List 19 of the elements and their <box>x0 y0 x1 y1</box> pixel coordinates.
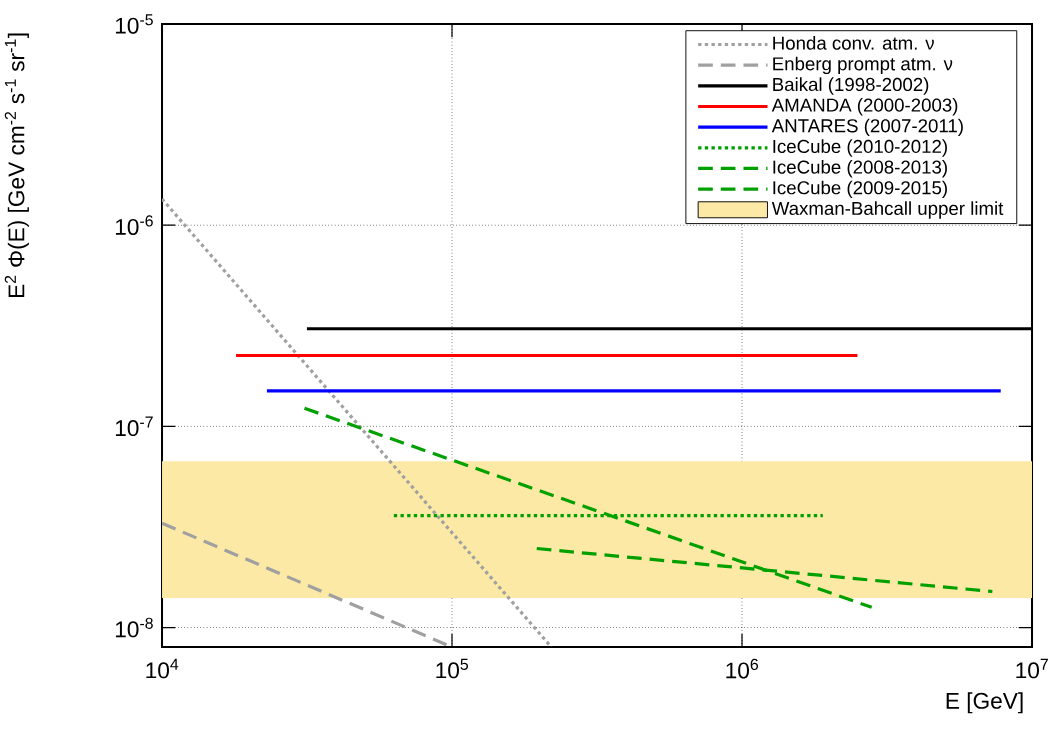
x-tick-label: 10$^{6}$ <box>726 658 759 679</box>
x-tick-label: 10$^{7}$ <box>1016 658 1048 679</box>
x-tick-label: 10$^{4}$ <box>146 658 179 679</box>
y-tick-label: 10$^{-8}$ <box>115 617 153 638</box>
x-tick-label: 10$^{5}$ <box>436 658 469 679</box>
text: E$^{2}$ Φ(E) [GeV cm$^{-2}$ s$^{-1}$ sr$^{-1}$] <box>4 33 29 298</box>
legend-label: Enberg prompt atm. ν <box>773 56 953 75</box>
legend-label: Waxman-Bahcall upper limit <box>771 201 1004 219</box>
legend-label: ANTARES (2007-2011) <box>771 118 963 137</box>
y-tick-label: 10$^{-7}$ <box>115 416 153 437</box>
legend-label: IceCube (2009-2015) <box>773 180 947 199</box>
legend-label: IceCube (2010-2012) <box>773 139 947 157</box>
y-tick-label: 10$^{-6}$ <box>115 215 153 236</box>
legend-label: Honda conv. atm. ν <box>773 36 934 50</box>
legend-label: AMANDA (2000-2003) <box>771 98 958 116</box>
x-axis-title: E [GeV] <box>946 692 1023 714</box>
y-tick-label: 10$^{-5}$ <box>115 14 153 34</box>
legend-label: Baikal (1998-2002) <box>773 77 929 95</box>
legend-label: IceCube (2008-2013) <box>773 160 947 178</box>
